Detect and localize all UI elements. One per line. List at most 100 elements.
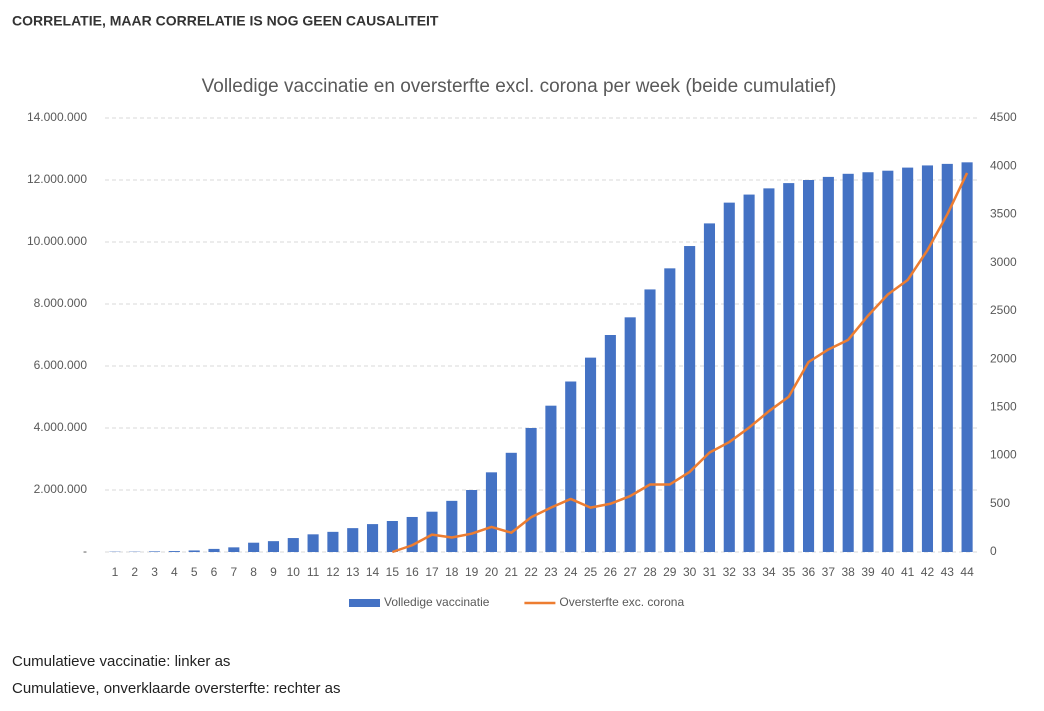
x-tick-label: 5 bbox=[191, 565, 198, 579]
y2-tick-label: 3000 bbox=[990, 255, 1017, 269]
bar bbox=[347, 528, 359, 552]
y-tick-label: 2.000.000 bbox=[34, 482, 88, 496]
x-tick-label: 9 bbox=[270, 565, 277, 579]
x-tick-label: 21 bbox=[505, 565, 519, 579]
legend-label: Volledige vaccinatie bbox=[384, 595, 490, 609]
bar bbox=[525, 428, 537, 552]
bar bbox=[426, 511, 438, 552]
x-tick-label: 10 bbox=[287, 565, 301, 579]
x-tick-label: 25 bbox=[584, 565, 598, 579]
bar bbox=[684, 246, 696, 552]
bar bbox=[584, 357, 597, 552]
x-tick-label: 4 bbox=[171, 565, 178, 579]
y-tick-label: - bbox=[83, 544, 87, 558]
bar bbox=[466, 490, 478, 552]
bar bbox=[723, 202, 735, 552]
y2-tick-label: 0 bbox=[990, 544, 997, 558]
bar bbox=[505, 452, 517, 552]
y-tick-label: 8.000.000 bbox=[34, 296, 88, 310]
x-tick-label: 16 bbox=[406, 565, 420, 579]
y2-tick-label: 2000 bbox=[990, 351, 1017, 365]
bar bbox=[406, 516, 418, 552]
y-tick-label: 6.000.000 bbox=[34, 358, 88, 372]
x-tick-label: 1 bbox=[112, 565, 119, 579]
bar bbox=[565, 381, 577, 552]
x-tick-label: 23 bbox=[544, 565, 558, 579]
x-tick-label: 31 bbox=[703, 565, 717, 579]
x-tick-label: 11 bbox=[307, 565, 320, 579]
bar bbox=[287, 538, 299, 552]
x-tick-label: 15 bbox=[386, 565, 400, 579]
x-tick-label: 41 bbox=[901, 565, 915, 579]
bar bbox=[703, 223, 716, 552]
x-tick-label: 36 bbox=[802, 565, 816, 579]
x-tick-label: 39 bbox=[861, 565, 875, 579]
bar bbox=[902, 167, 914, 552]
legend-label: Oversterfte exc. corona bbox=[559, 595, 684, 609]
y-tick-label: 4.000.000 bbox=[34, 420, 88, 434]
x-tick-label: 44 bbox=[960, 565, 974, 579]
bar bbox=[882, 170, 894, 552]
x-tick-label: 17 bbox=[425, 565, 439, 579]
bar bbox=[267, 541, 280, 552]
x-tick-label: 29 bbox=[663, 565, 677, 579]
bar bbox=[228, 547, 240, 552]
bar bbox=[545, 405, 557, 552]
y-tick-label: 12.000.000 bbox=[27, 172, 87, 186]
x-tick-label: 37 bbox=[822, 565, 836, 579]
bar bbox=[743, 194, 755, 552]
x-tick-label: 27 bbox=[624, 565, 638, 579]
x-tick-label: 32 bbox=[723, 565, 737, 579]
y2-tick-label: 500 bbox=[990, 496, 1010, 510]
bar bbox=[188, 550, 200, 552]
line bbox=[391, 172, 969, 554]
x-tick-label: 38 bbox=[842, 565, 856, 579]
x-tick-label: 6 bbox=[211, 565, 218, 579]
bar bbox=[961, 162, 973, 552]
bar bbox=[822, 176, 834, 552]
x-tick-label: 8 bbox=[250, 565, 257, 579]
x-tick-label: 2 bbox=[131, 565, 138, 579]
x-tick-label: 35 bbox=[782, 565, 796, 579]
x-tick-label: 43 bbox=[941, 565, 955, 579]
bar bbox=[763, 188, 775, 552]
y-tick-label: 14.000.000 bbox=[27, 110, 87, 124]
x-tick-label: 42 bbox=[921, 565, 935, 579]
bar bbox=[842, 173, 854, 553]
bar bbox=[604, 335, 616, 552]
x-tick-label: 14 bbox=[366, 565, 380, 579]
y2-tick-label: 3500 bbox=[990, 207, 1017, 221]
y2-tick-label: 4500 bbox=[990, 110, 1017, 124]
x-tick-label: 18 bbox=[445, 565, 459, 579]
bar bbox=[248, 542, 260, 552]
x-tick-label: 40 bbox=[881, 565, 895, 579]
bar bbox=[802, 180, 815, 552]
x-tick-label: 28 bbox=[643, 565, 657, 579]
x-tick-label: 3 bbox=[151, 565, 158, 579]
legend-swatch bbox=[349, 599, 380, 607]
bar bbox=[783, 183, 795, 552]
x-tick-label: 34 bbox=[762, 565, 776, 579]
bar bbox=[644, 289, 656, 552]
y-tick-label: 10.000.000 bbox=[27, 234, 87, 248]
note: Cumulatieve, onverklaarde oversterfte: r… bbox=[12, 680, 340, 697]
note: Cumulatieve vaccinatie: linker as bbox=[12, 653, 230, 670]
x-tick-label: 7 bbox=[230, 565, 237, 579]
x-tick-label: 24 bbox=[564, 565, 578, 579]
page-header: CORRELATIE, MAAR CORRELATIE IS NOG GEEN … bbox=[12, 13, 439, 29]
y2-tick-label: 1000 bbox=[990, 448, 1017, 462]
x-tick-label: 19 bbox=[465, 565, 479, 579]
x-tick-label: 33 bbox=[742, 565, 756, 579]
y2-tick-label: 2500 bbox=[990, 303, 1017, 317]
x-tick-label: 13 bbox=[346, 565, 360, 579]
bar bbox=[941, 163, 953, 552]
bar bbox=[148, 551, 161, 552]
bar bbox=[366, 524, 379, 552]
bar bbox=[624, 317, 636, 552]
bar bbox=[386, 521, 398, 552]
bar bbox=[327, 531, 339, 552]
bar bbox=[208, 548, 220, 552]
chart-title: Volledige vaccinatie en oversterfte excl… bbox=[202, 76, 837, 97]
bar bbox=[921, 165, 934, 552]
